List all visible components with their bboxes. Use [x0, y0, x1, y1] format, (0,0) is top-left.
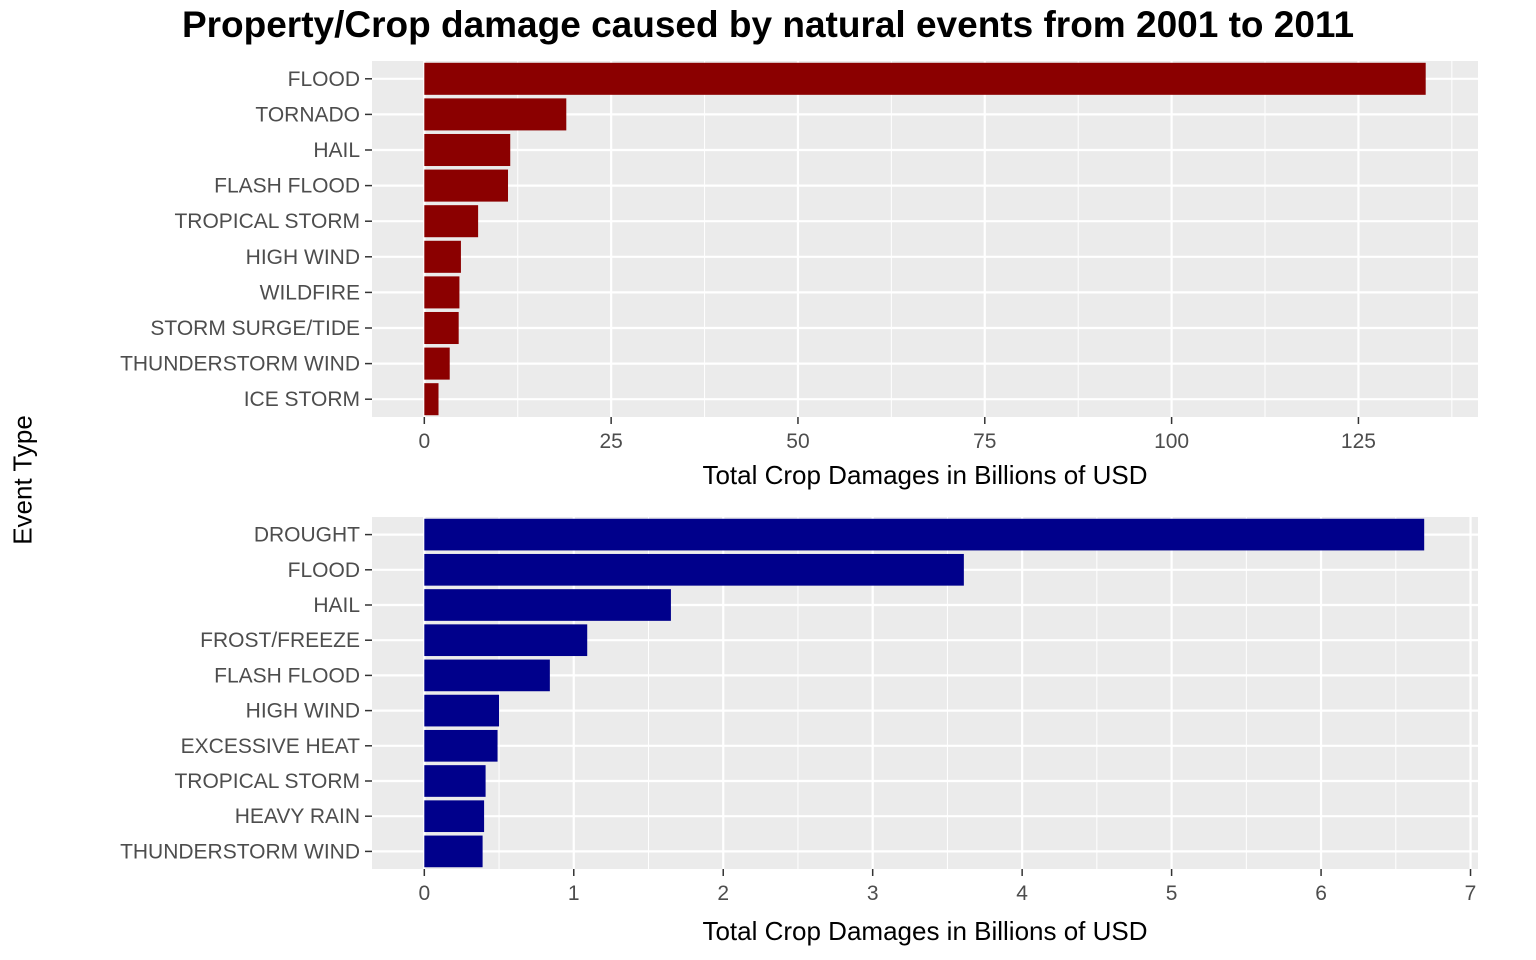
- x-tick-label: 1: [568, 882, 580, 905]
- bar-thunderstorm-wind: [424, 835, 483, 868]
- bar-wildfire: [424, 276, 460, 309]
- bar-high-wind: [424, 694, 500, 727]
- x-tick-label: 125: [1341, 430, 1376, 453]
- y-tick-label: THUNDERSTORM WIND: [120, 353, 360, 376]
- y-tick-label: DROUGHT: [254, 524, 360, 547]
- x-axis-title: Total Crop Damages in Billions of USD: [702, 460, 1147, 490]
- bar-hail: [424, 589, 671, 621]
- bar-storm-surge-tide: [424, 311, 459, 345]
- bar-excessive-heat: [424, 729, 498, 762]
- x-axis-title: Total Crop Damages in Billions of USD: [702, 916, 1147, 946]
- bar-flood: [424, 553, 964, 586]
- y-tick-label: FLASH FLOOD: [214, 664, 360, 687]
- x-tick-label: 0: [418, 430, 430, 453]
- bar-ice-storm: [424, 383, 439, 416]
- y-tick-label: FLASH FLOOD: [214, 175, 360, 198]
- y-tick-label: STORM SURGE/TIDE: [150, 317, 360, 340]
- chart-title: Property/Crop damage caused by natural e…: [181, 4, 1355, 45]
- x-tick-label: 50: [786, 430, 809, 453]
- x-tick-label: 7: [1465, 882, 1477, 905]
- y-tick-label: THUNDERSTORM WIND: [120, 840, 360, 863]
- y-tick-label: WILDFIRE: [260, 281, 360, 304]
- y-tick-label: TORNADO: [255, 103, 360, 126]
- x-tick-label: 6: [1315, 882, 1327, 905]
- bar-high-wind: [424, 240, 461, 273]
- y-tick-label: EXCESSIVE HEAT: [181, 735, 361, 758]
- x-tick-label: 75: [973, 430, 996, 453]
- y-tick-label: FROST/FREEZE: [200, 629, 360, 652]
- bar-flash-flood: [424, 169, 509, 202]
- y-tick-label: FLOOD: [288, 559, 360, 582]
- x-tick-label: 4: [1016, 882, 1028, 905]
- bar-thunderstorm-wind: [424, 347, 450, 380]
- y-tick-label: HAIL: [313, 594, 360, 617]
- x-tick-label: 5: [1166, 882, 1178, 905]
- y-tick-label: TROPICAL STORM: [174, 210, 360, 233]
- y-tick-label: TROPICAL STORM: [174, 770, 360, 793]
- bar-tornado: [424, 98, 567, 131]
- y-tick-label: HIGH WIND: [246, 700, 360, 723]
- y-tick-label: ICE STORM: [244, 388, 360, 411]
- y-tick-label: FLOOD: [288, 68, 360, 91]
- x-tick-label: 100: [1154, 430, 1189, 453]
- bar-frost-freeze: [424, 624, 588, 657]
- bar-flash-flood: [424, 659, 550, 692]
- x-tick-label: 3: [867, 882, 879, 905]
- bar-hail: [424, 133, 511, 167]
- x-tick-label: 0: [418, 882, 430, 905]
- bar-flood: [424, 62, 1426, 95]
- bar-drought: [424, 518, 1425, 551]
- bar-tropical-storm: [424, 765, 486, 797]
- y-tick-label: HEAVY RAIN: [235, 805, 360, 828]
- x-tick-label: 2: [717, 882, 729, 905]
- bar-tropical-storm: [424, 205, 479, 238]
- y-tick-label: HIGH WIND: [246, 246, 360, 269]
- y-tick-label: HAIL: [313, 139, 360, 162]
- bar-heavy-rain: [424, 800, 485, 833]
- x-tick-label: 25: [599, 430, 622, 453]
